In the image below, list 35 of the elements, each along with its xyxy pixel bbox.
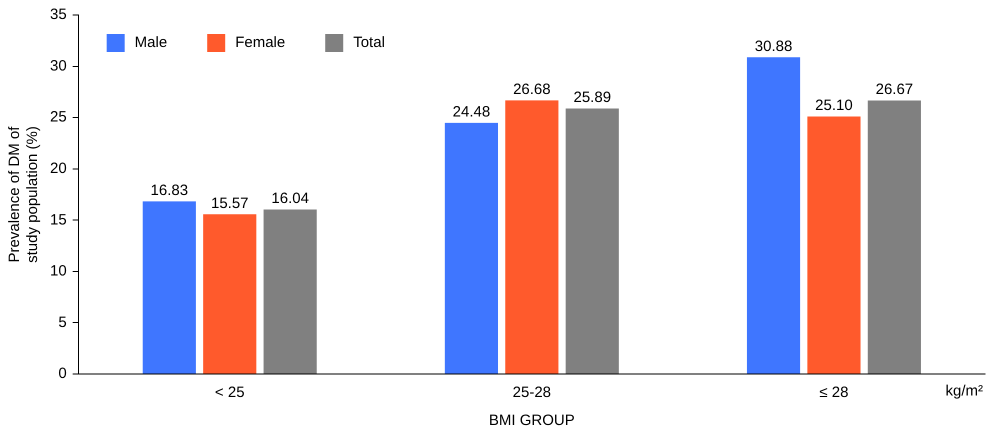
bar xyxy=(142,201,196,374)
y-tick-label: 25 xyxy=(50,108,67,126)
y-tick-label: 5 xyxy=(58,314,67,331)
x-tick-label: 25-28 xyxy=(512,384,552,402)
y-tick-label: 35 xyxy=(50,6,67,24)
text: 16.83 xyxy=(150,182,188,200)
text: kg/m² xyxy=(946,382,984,400)
x-axis-title: BMI GROUP xyxy=(488,412,575,430)
y-tick-label: 10 xyxy=(50,262,67,280)
text: 25.10 xyxy=(815,97,853,114)
y-tick-label: 15 xyxy=(50,211,67,228)
text: 25.89 xyxy=(573,89,612,106)
y-tick-label: 30 xyxy=(50,57,67,74)
bar xyxy=(203,214,256,374)
bar xyxy=(746,57,800,374)
x-tick-label: < 25 xyxy=(214,384,245,402)
legend-label: Total xyxy=(353,34,385,52)
text: 15.57 xyxy=(210,194,249,212)
bar xyxy=(264,209,317,374)
y-tick-label: 0 xyxy=(58,365,67,382)
legend-label: Female xyxy=(235,34,286,52)
legend-label: Male xyxy=(134,34,168,52)
bar xyxy=(566,108,619,374)
bar xyxy=(444,122,498,374)
text: 30.88 xyxy=(754,38,792,55)
text: 16.04 xyxy=(271,190,309,208)
y-tick-label: 20 xyxy=(50,160,67,177)
text: 26.68 xyxy=(513,80,551,98)
y-axis-title: Prevalence of DM of study population (%) xyxy=(6,126,42,263)
text: 26.67 xyxy=(876,81,914,98)
bar xyxy=(807,116,861,374)
bar xyxy=(868,100,921,374)
text: 24.48 xyxy=(452,104,490,121)
x-tick-label: ≤ 28 xyxy=(819,384,848,402)
bar xyxy=(505,100,558,374)
